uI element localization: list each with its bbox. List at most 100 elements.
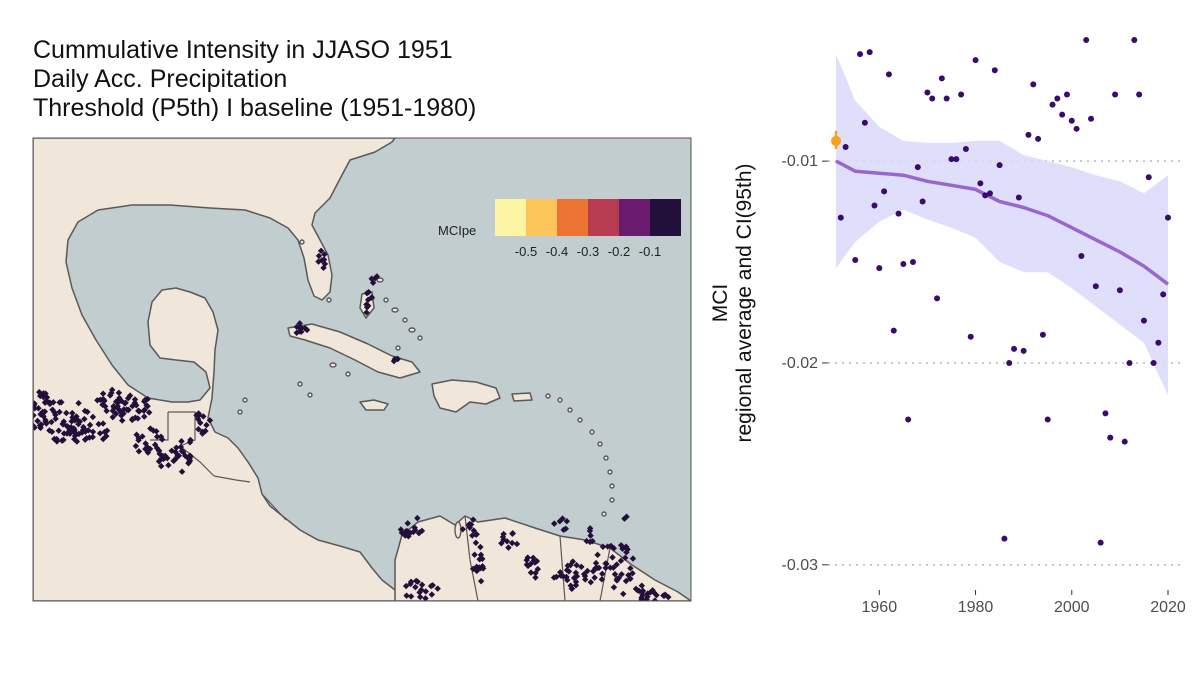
intensity-marker	[513, 540, 521, 548]
intensity-marker	[115, 389, 123, 397]
data-point	[972, 57, 979, 64]
data-point	[871, 202, 878, 209]
intensity-marker	[532, 574, 539, 581]
legend-label: -0.1	[639, 244, 661, 259]
intensity-marker	[573, 562, 580, 569]
intensity-marker	[404, 520, 411, 527]
intensity-marker	[416, 589, 423, 596]
data-point	[861, 119, 868, 126]
island	[237, 409, 243, 415]
intensity-marker	[108, 386, 116, 394]
intensity-marker	[551, 520, 558, 527]
intensity-marker	[83, 435, 90, 442]
intensity-marker	[397, 526, 405, 533]
intensity-marker	[589, 537, 596, 545]
intensity-marker	[500, 530, 507, 538]
island	[402, 317, 408, 323]
intensity-marker	[116, 394, 123, 402]
intensity-marker	[599, 570, 606, 578]
island	[242, 397, 248, 403]
intensity-marker	[565, 568, 573, 575]
intensity-marker	[132, 442, 140, 450]
intensity-marker	[611, 571, 619, 578]
intensity-marker	[40, 390, 47, 397]
data-point	[1097, 539, 1104, 546]
intensity-marker	[363, 303, 371, 311]
data-point	[890, 327, 897, 334]
intensity-marker	[509, 530, 516, 537]
data-point	[1011, 345, 1018, 352]
intensity-marker	[99, 420, 107, 427]
intensity-marker	[320, 264, 327, 272]
intensity-marker	[110, 402, 117, 410]
data-point	[1150, 359, 1157, 366]
data-point	[1068, 117, 1075, 124]
map-title-line-1: Cummulative Intensity in JJASO 1951	[33, 36, 453, 64]
intensity-marker	[81, 407, 89, 415]
data-point	[1025, 131, 1032, 138]
intensity-marker	[136, 408, 143, 415]
island	[299, 239, 305, 245]
intensity-marker	[144, 395, 151, 403]
island	[557, 397, 563, 403]
country-border	[464, 515, 479, 601]
intensity-marker	[603, 560, 610, 568]
data-point	[1001, 535, 1008, 542]
intensity-marker	[592, 559, 600, 567]
data-point	[1126, 359, 1133, 366]
intensity-marker	[466, 520, 473, 528]
data-point	[1015, 194, 1022, 201]
data-point	[1049, 101, 1056, 108]
legend-labels: -0.5 -0.4 -0.3 -0.2 -0.1	[515, 244, 661, 259]
intensity-marker	[60, 418, 67, 425]
intensity-marker	[173, 444, 180, 451]
data-point	[852, 257, 859, 264]
intensity-marker	[407, 593, 415, 600]
intensity-marker	[622, 577, 630, 585]
island	[567, 407, 573, 413]
data-point	[905, 416, 912, 423]
intensity-marker	[178, 438, 185, 445]
island	[297, 381, 303, 387]
intensity-marker	[407, 578, 415, 585]
legend-label: -0.3	[577, 244, 599, 259]
island	[545, 393, 551, 399]
intensity-marker	[598, 576, 606, 583]
intensity-marker	[434, 585, 441, 592]
intensity-marker	[95, 420, 102, 428]
data-point	[1073, 125, 1080, 132]
intensity-marker	[527, 560, 534, 568]
island	[597, 441, 603, 447]
intensity-marker	[609, 554, 616, 561]
intensity-marker	[203, 421, 210, 429]
intensity-marker	[162, 452, 169, 460]
intensity-marker	[43, 398, 51, 405]
data-point	[996, 162, 1003, 169]
intensity-marker	[146, 445, 154, 453]
intensity-marker	[599, 543, 607, 550]
island	[417, 335, 423, 341]
island	[609, 497, 615, 503]
intensity-marker	[106, 392, 114, 399]
intensity-marker	[402, 532, 409, 539]
intensity-marker	[610, 564, 617, 571]
intensity-marker	[587, 532, 594, 539]
intensity-marker	[593, 564, 601, 572]
country-border	[150, 412, 169, 441]
intensity-marker	[568, 585, 575, 592]
data-point	[919, 198, 926, 205]
data-point	[986, 190, 993, 197]
legend-color-bar	[495, 199, 681, 236]
data-point	[914, 164, 921, 171]
land-hispaniola	[431, 379, 501, 413]
x-axis: 1960 1980 2000 2020	[862, 590, 1186, 616]
intensity-marker	[404, 528, 411, 535]
intensity-marker	[607, 542, 615, 550]
intensity-marker	[81, 415, 88, 423]
intensity-marker	[620, 590, 627, 598]
intensity-marker	[581, 572, 589, 580]
intensity-marker	[48, 428, 56, 435]
country-border	[261, 493, 287, 521]
data-point	[1039, 331, 1046, 338]
